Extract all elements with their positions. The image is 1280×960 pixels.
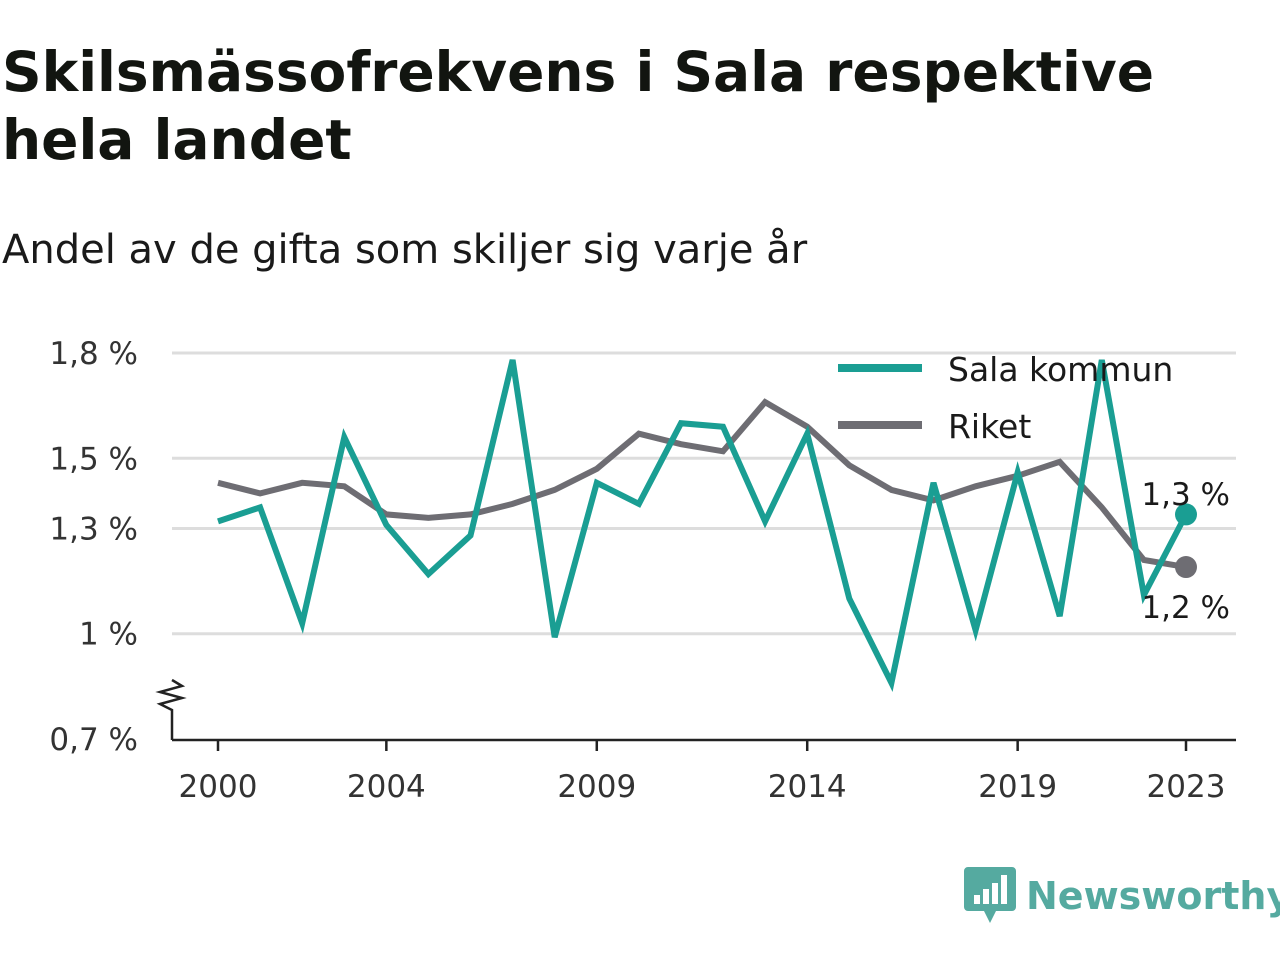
legend: Sala kommun Riket	[838, 350, 1173, 446]
x-tick-label: 2009	[557, 769, 636, 805]
x-tick-label: 2000	[179, 769, 258, 805]
bar-chart-logo-icon	[964, 867, 1016, 923]
newsworthy-logo: Newsworthy	[964, 864, 1280, 928]
legend-label-riket: Riket	[948, 407, 1031, 446]
end-labels: 1,3 % 1,2 %	[1141, 477, 1230, 626]
end-label-sala: 1,3 %	[1141, 477, 1230, 513]
brand-name: Newsworthy	[1026, 874, 1280, 918]
x-tick-label: 2004	[347, 769, 426, 805]
legend-label-sala: Sala kommun	[948, 350, 1173, 389]
x-axis: 2000 2004 2009 2014 2019 2023	[172, 738, 1236, 805]
series-line-sala	[217, 359, 1189, 692]
y-tick-label: 1 %	[79, 617, 138, 653]
y-tick-label: 0,7 %	[49, 722, 138, 758]
y-axis: 0,7 % 1 % 1,3 % 1,5 % 1,8 %	[49, 336, 187, 758]
x-tick-label: 2023	[1147, 769, 1226, 805]
chart-subtitle: Andel av de gifta som skiljer sig varje …	[2, 227, 808, 273]
grid-lines	[172, 351, 1236, 636]
y-tick-label: 1,8 %	[49, 336, 138, 372]
y-tick-label: 1,5 %	[49, 441, 138, 477]
y-tick-label: 1,3 %	[49, 511, 138, 547]
end-point-sala	[1175, 503, 1197, 526]
axis-break-icon	[155, 678, 187, 740]
end-label-riket: 1,2 %	[1141, 590, 1230, 626]
series-lines	[217, 359, 1197, 692]
x-tick-label: 2019	[978, 769, 1057, 805]
end-point-riket	[1175, 556, 1197, 579]
chart-title: Skilsmässofrekvens i Sala respektive hel…	[2, 40, 1154, 172]
x-tick-label: 2014	[768, 769, 847, 805]
